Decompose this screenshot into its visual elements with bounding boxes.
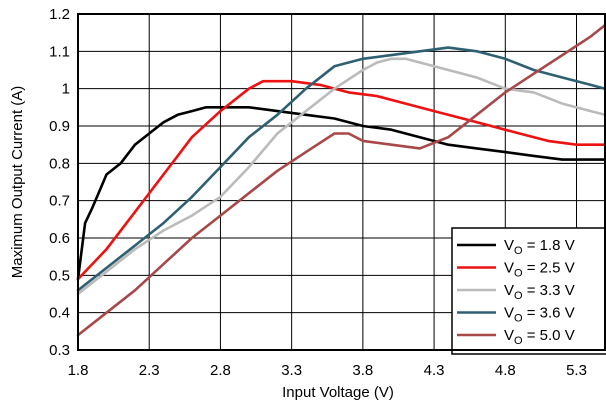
x-tick-label: 5.3 — [566, 362, 587, 379]
x-tick-label: 2.8 — [210, 362, 231, 379]
series-line-2 — [76, 79, 606, 281]
y-tick-label: 0.4 — [49, 305, 70, 322]
y-tick-label: 0.6 — [49, 230, 70, 247]
legend: VO = 1.8 V VO = 2.5 VVO = 3.3 V VO = 3.6 V… — [451, 227, 606, 355]
y-tick-label: 1.2 — [49, 6, 70, 23]
x-tick-label: 3.3 — [281, 362, 302, 379]
series-line-4 — [76, 46, 606, 292]
x-tick-label: 1.8 — [68, 362, 89, 379]
series-lines — [76, 23, 606, 337]
series-line-5 — [76, 23, 606, 337]
legend-entry: VO = 5.0 V — [504, 327, 575, 347]
series-line-1 — [76, 106, 606, 281]
series-line-3 — [76, 57, 606, 296]
y-tick-label: 0.9 — [49, 118, 70, 135]
legend-entry: VO = 3.3 V — [504, 282, 575, 302]
x-tick-label: 3.8 — [352, 362, 373, 379]
plot-border — [77, 13, 606, 351]
legend-entry: VO = 3.6 V — [504, 305, 575, 325]
x-axis-label: Input Voltage (V) — [282, 384, 394, 401]
y-tick-label: 0.3 — [49, 342, 70, 359]
y-tick-label: 0.5 — [49, 267, 70, 284]
legend-entry: VO = 2.5 V — [504, 260, 575, 280]
tick-labels: 1.8 2.3 2.8 3.3 3.8 4.3 4.8 5.3 0.3 0.4 0.5 0.6 0.7 0… — [49, 6, 587, 379]
y-tick-label: 1.1 — [49, 43, 70, 60]
y-tick-label: 0.8 — [49, 155, 70, 172]
grid — [78, 14, 605, 350]
legend-entry: VO = 1.8 V — [504, 237, 575, 257]
y-tick-label: 1 — [62, 81, 70, 98]
x-tick-label: 4.8 — [495, 362, 516, 379]
x-tick-label: 4.3 — [424, 362, 445, 379]
y-tick-label: 0.7 — [49, 193, 70, 210]
y-axis-label: Maximum Output Current (A) — [9, 86, 26, 279]
plot-frame — [77, 13, 606, 351]
x-tick-label: 2.3 — [139, 362, 160, 379]
